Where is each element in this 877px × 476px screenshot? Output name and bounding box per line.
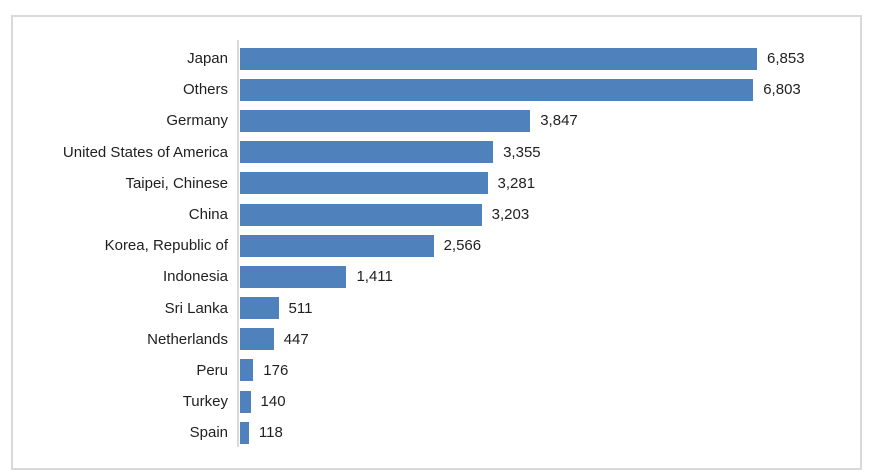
category-label: Netherlands: [147, 330, 228, 348]
bar: [240, 234, 434, 257]
bar: [240, 421, 249, 444]
bar-row: Sri Lanka 511: [13, 293, 860, 324]
category-label: Spain: [189, 424, 228, 442]
bar-row: Turkey 140: [13, 386, 860, 417]
bar-row: Germany 3,847: [13, 105, 860, 136]
bar-track: 6,803: [240, 78, 860, 101]
category-label: Peru: [196, 361, 228, 379]
bar-track: 118: [240, 421, 860, 444]
bar-track: 447: [240, 328, 860, 351]
category-label: China: [188, 206, 228, 224]
category-label: Indonesia: [162, 268, 228, 286]
category-label: Germany: [166, 112, 228, 130]
value-label: 3,355: [503, 143, 541, 161]
category-label: Turkey: [182, 393, 228, 411]
bar: [240, 47, 757, 70]
value-label: 447: [283, 330, 309, 348]
value-label: 3,847: [540, 112, 578, 130]
bar-track: 1,411: [240, 265, 860, 288]
bar-track: 3,355: [240, 141, 860, 164]
bar-row: Japan 6,853: [13, 43, 860, 74]
category-label: Korea, Republic of: [104, 237, 228, 255]
bar-track: 2,566: [240, 234, 860, 257]
category-label: Japan: [187, 50, 228, 68]
bar-row: Taipei, Chinese 3,281: [13, 168, 860, 199]
category-label: Taipei, Chinese: [125, 174, 228, 192]
bar: [240, 328, 274, 351]
bar-row: Peru 176: [13, 355, 860, 386]
bar-chart: Japan 6,853 Others 6,803 Germany 3,847 United …: [11, 15, 862, 470]
value-label: 6,803: [763, 81, 801, 99]
bar: [240, 141, 494, 164]
bar-row: Netherlands 447: [13, 324, 860, 355]
value-label: 118: [258, 424, 283, 442]
value-label: 3,281: [497, 174, 536, 192]
bar: [240, 78, 754, 101]
bar: [240, 390, 251, 413]
bar-track: 140: [240, 390, 860, 413]
value-label: 3,203: [491, 206, 530, 224]
bar-rows: Japan 6,853 Others 6,803 Germany 3,847 United …: [13, 43, 860, 448]
bar-row: United States of America 3,355: [13, 137, 860, 168]
value-label: 2,566: [443, 237, 482, 255]
value-label: 6,853: [767, 50, 805, 68]
category-label: United States of America: [62, 143, 228, 161]
category-label: Sri Lanka: [164, 299, 228, 317]
bar-row: Others 6,803: [13, 74, 860, 105]
bar: [240, 359, 254, 382]
bar: [240, 172, 488, 195]
bar: [240, 109, 531, 132]
value-label: 1,411: [356, 268, 393, 286]
bar-row: Spain 118: [13, 417, 860, 448]
bar-track: 511: [240, 297, 860, 320]
bar-row: Indonesia 1,411: [13, 261, 860, 292]
bar-track: 6,853: [240, 47, 860, 70]
value-label: 140: [260, 393, 286, 411]
bar-track: 3,203: [240, 203, 860, 226]
bar-track: 176: [240, 359, 860, 382]
bar-row: China 3,203: [13, 199, 860, 230]
bar-track: 3,847: [240, 109, 860, 132]
bar: [240, 297, 279, 320]
y-axis-line: [237, 40, 239, 447]
value-label: 511: [288, 299, 313, 317]
bar-track: 3,281: [240, 172, 860, 195]
bar: [240, 203, 482, 226]
bar: [240, 265, 347, 288]
value-label: 176: [263, 361, 289, 379]
category-label: Others: [182, 81, 228, 99]
bar-row: Korea, Republic of 2,566: [13, 230, 860, 261]
